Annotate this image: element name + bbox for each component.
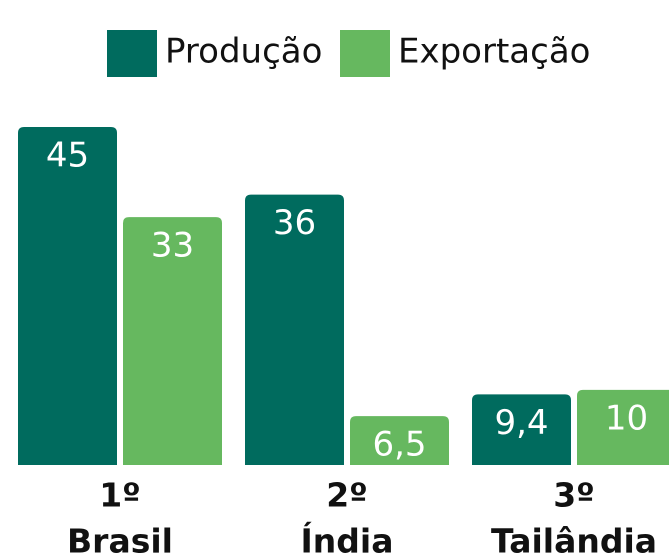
bar [472,394,571,465]
value-label: 9,4 [494,403,548,443]
bar [123,217,222,465]
legend-label: Produção [165,32,322,72]
legend-swatch [107,30,157,77]
category-rank: 2º [326,476,368,515]
legend-swatch [340,30,390,77]
value-label: 36 [273,203,316,243]
category-label: Brasil [67,522,173,559]
category-rank: 1º [99,476,141,515]
bar [18,127,117,465]
category-label: Tailândia [491,522,657,559]
value-label: 6,5 [372,425,426,465]
legend-label: Exportação [398,32,590,72]
category-rank: 3º [553,476,595,515]
value-label: 45 [46,136,89,176]
category-label: Índia [301,521,394,559]
bar [350,416,449,465]
value-label: 10 [605,398,648,438]
value-label: 33 [151,226,194,266]
bar [577,389,669,465]
bar [245,194,344,465]
